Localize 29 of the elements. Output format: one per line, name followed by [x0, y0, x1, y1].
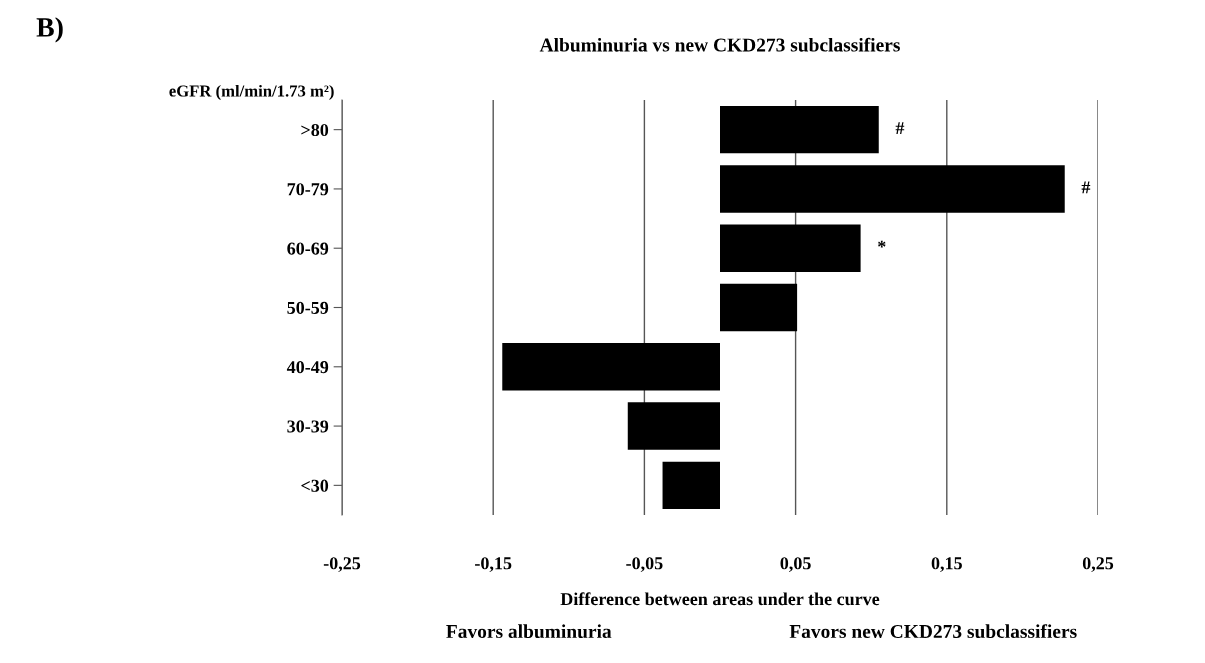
y-tick-label: 70-79 [287, 183, 329, 196]
chart-title: Albuminuria vs new CKD273 subclassifiers [539, 37, 900, 52]
y-tick-label: 40-49 [286, 361, 329, 374]
x-tick-label: 0,05 [780, 557, 811, 572]
bar [720, 105, 879, 154]
annotation: * [878, 240, 886, 248]
x-tick-label: -0,05 [626, 557, 663, 572]
y-tick-label: 30-39 [287, 420, 329, 433]
annotation: # [895, 122, 905, 134]
bar [502, 343, 720, 391]
bar [720, 165, 1065, 213]
x-tick-label: 0,25 [1082, 557, 1114, 572]
annotation: # [1081, 181, 1091, 194]
x-tick-label: -0,25 [323, 557, 361, 572]
bar [720, 224, 861, 272]
y-tick-label: <30 [301, 479, 329, 492]
x-tick-label: 0,15 [931, 557, 962, 572]
y-axis-title: eGFR (ml/min/1.73 m²) [169, 84, 334, 100]
text: Favors albuminuria [446, 624, 612, 639]
y-tick-label: 60-69 [287, 242, 329, 255]
bar [720, 283, 798, 332]
x-axis-title: Difference between areas under the curve [560, 592, 880, 606]
bar [662, 461, 720, 510]
bar [627, 402, 720, 450]
text: Favors new CKD273 subclassifiers [789, 624, 1077, 639]
x-tick-label: -0,15 [475, 557, 512, 572]
y-tick-label: >80 [301, 123, 329, 137]
y-tick-label: 50-59 [287, 301, 329, 314]
text: B) [36, 17, 63, 43]
